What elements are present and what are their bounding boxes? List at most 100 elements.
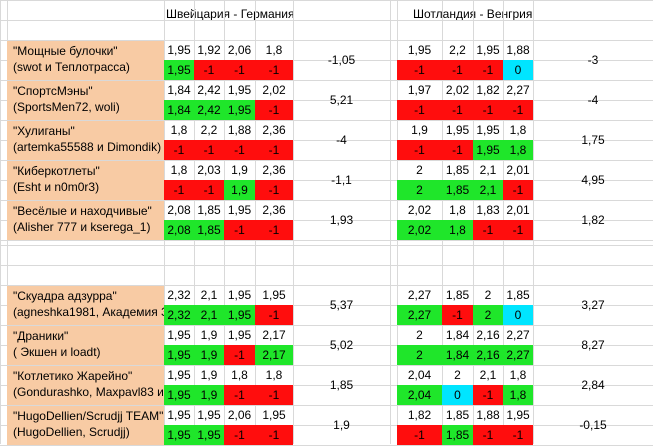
match1-total[interactable]: 1,85 xyxy=(293,375,390,395)
points-cell[interactable]: -1 xyxy=(224,425,255,445)
odds-cell[interactable]: 2,27 xyxy=(503,80,533,100)
odds-cell[interactable]: 2,36 xyxy=(255,160,293,180)
odds-cell[interactable]: 2,03 xyxy=(194,160,224,180)
odds-cell[interactable]: 1,9 xyxy=(194,325,224,345)
points-cell[interactable]: 1,84 xyxy=(442,345,473,365)
odds-cell[interactable]: 2,02 xyxy=(442,80,473,100)
points-cell[interactable]: -1 xyxy=(164,140,194,160)
points-cell[interactable]: 0 xyxy=(503,305,533,325)
odds-cell[interactable]: 1,85 xyxy=(503,285,533,305)
points-cell[interactable]: 1,95 xyxy=(164,385,194,405)
match1-total[interactable]: 5,21 xyxy=(293,90,390,110)
odds-cell[interactable]: 2 xyxy=(397,325,442,345)
odds-cell[interactable]: 1,95 xyxy=(397,40,442,60)
match2-total[interactable]: -4 xyxy=(533,90,653,110)
points-cell[interactable]: 2,04 xyxy=(397,385,442,405)
points-cell[interactable]: -1 xyxy=(255,140,293,160)
odds-cell[interactable]: 1,92 xyxy=(194,40,224,60)
odds-cell[interactable]: 2,36 xyxy=(255,120,293,140)
points-cell[interactable]: -1 xyxy=(473,425,503,445)
points-cell[interactable]: -1 xyxy=(503,220,533,240)
team-cell[interactable]: "HugoDellien/Scrudjj TEAM" (HugoDellien, … xyxy=(7,406,164,445)
odds-cell[interactable]: 2 xyxy=(442,365,473,385)
odds-cell[interactable]: 1,85 xyxy=(442,405,473,425)
points-cell[interactable]: -1 xyxy=(255,100,293,120)
odds-cell[interactable]: 1,95 xyxy=(224,325,255,345)
odds-cell[interactable]: 1,8 xyxy=(503,365,533,385)
points-cell[interactable]: -1 xyxy=(442,60,473,80)
points-cell[interactable]: -1 xyxy=(255,220,293,240)
odds-cell[interactable]: 1,95 xyxy=(255,285,293,305)
points-cell[interactable]: 1,8 xyxy=(503,385,533,405)
points-cell[interactable]: -1 xyxy=(194,140,224,160)
team-cell[interactable]: "СпортсМэны" (SportsMen72, woli) xyxy=(7,81,164,120)
points-cell[interactable]: -1 xyxy=(255,180,293,200)
odds-cell[interactable]: 1,95 xyxy=(503,405,533,425)
odds-cell[interactable]: 2,17 xyxy=(255,325,293,345)
odds-cell[interactable]: 1,9 xyxy=(194,365,224,385)
odds-cell[interactable]: 1,85 xyxy=(194,200,224,220)
points-cell[interactable]: 1,95 xyxy=(224,100,255,120)
odds-cell[interactable]: 2,1 xyxy=(473,160,503,180)
points-cell[interactable]: -1 xyxy=(224,60,255,80)
points-cell[interactable]: -1 xyxy=(255,60,293,80)
match1-total[interactable]: -4 xyxy=(293,130,390,150)
points-cell[interactable]: -1 xyxy=(255,385,293,405)
odds-cell[interactable]: 1,95 xyxy=(164,325,194,345)
points-cell[interactable]: 1,95 xyxy=(194,425,224,445)
odds-cell[interactable]: 1,88 xyxy=(503,40,533,60)
points-cell[interactable]: -1 xyxy=(442,100,473,120)
points-cell[interactable]: -1 xyxy=(194,180,224,200)
odds-cell[interactable]: 2,32 xyxy=(164,285,194,305)
odds-cell[interactable]: 1,97 xyxy=(397,80,442,100)
odds-cell[interactable]: 2,08 xyxy=(164,200,194,220)
odds-cell[interactable]: 1,84 xyxy=(442,325,473,345)
odds-cell[interactable]: 1,95 xyxy=(224,200,255,220)
match1-total[interactable]: 5,02 xyxy=(293,335,390,355)
points-cell[interactable]: 1,95 xyxy=(164,345,194,365)
points-cell[interactable]: 1,95 xyxy=(224,305,255,325)
odds-cell[interactable]: 1,8 xyxy=(164,160,194,180)
points-cell[interactable]: -1 xyxy=(397,140,442,160)
points-cell[interactable]: 2,1 xyxy=(473,180,503,200)
points-cell[interactable]: 2 xyxy=(473,305,503,325)
points-cell[interactable]: -1 xyxy=(164,180,194,200)
odds-cell[interactable]: 2,02 xyxy=(397,200,442,220)
odds-cell[interactable]: 2,1 xyxy=(473,365,503,385)
points-cell[interactable]: 0 xyxy=(442,385,473,405)
odds-cell[interactable]: 2,2 xyxy=(442,40,473,60)
points-cell[interactable]: 2,16 xyxy=(473,345,503,365)
points-cell[interactable]: 1,8 xyxy=(503,140,533,160)
odds-cell[interactable]: 1,95 xyxy=(442,120,473,140)
odds-cell[interactable]: 2,04 xyxy=(397,365,442,385)
points-cell[interactable]: -1 xyxy=(473,385,503,405)
odds-cell[interactable]: 1,88 xyxy=(473,405,503,425)
odds-cell[interactable]: 2,16 xyxy=(473,325,503,345)
odds-cell[interactable]: 1,8 xyxy=(224,365,255,385)
odds-cell[interactable]: 2 xyxy=(473,285,503,305)
odds-cell[interactable]: 1,95 xyxy=(473,120,503,140)
points-cell[interactable]: 2,1 xyxy=(194,305,224,325)
team-cell[interactable]: "Киберкотлеты" (Esht и n0m0r3) xyxy=(7,161,164,200)
odds-cell[interactable]: 1,8 xyxy=(164,120,194,140)
odds-cell[interactable]: 1,8 xyxy=(255,365,293,385)
points-cell[interactable]: -1 xyxy=(473,100,503,120)
match2-total[interactable]: -3 xyxy=(533,50,653,70)
odds-cell[interactable]: 2,06 xyxy=(224,40,255,60)
odds-cell[interactable]: 2,06 xyxy=(224,405,255,425)
odds-cell[interactable]: 1,95 xyxy=(224,285,255,305)
odds-cell[interactable]: 2,01 xyxy=(503,160,533,180)
points-cell[interactable]: 2,32 xyxy=(164,305,194,325)
match2-total[interactable]: 3,27 xyxy=(533,295,653,315)
points-cell[interactable]: 2,27 xyxy=(503,345,533,365)
points-cell[interactable]: -1 xyxy=(397,100,442,120)
match1-total[interactable]: -1,1 xyxy=(293,170,390,190)
team-cell[interactable]: "Котлетико Жарейно" (Gondurashko, Maxpavl… xyxy=(7,366,164,405)
points-cell[interactable]: -1 xyxy=(224,220,255,240)
points-cell[interactable]: -1 xyxy=(397,60,442,80)
points-cell[interactable]: 2,08 xyxy=(164,220,194,240)
match2-total[interactable]: 1,82 xyxy=(533,210,653,230)
odds-cell[interactable]: 1,82 xyxy=(397,405,442,425)
points-cell[interactable]: -1 xyxy=(224,345,255,365)
points-cell[interactable]: -1 xyxy=(473,60,503,80)
